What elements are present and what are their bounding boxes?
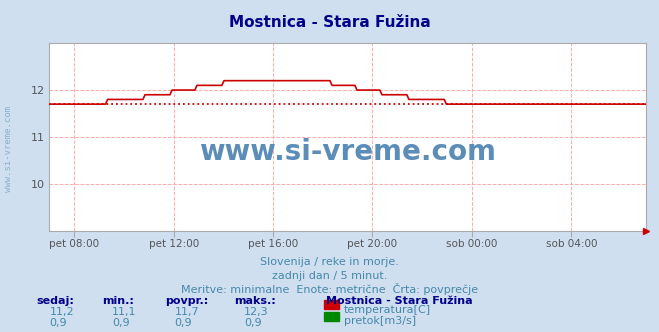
Text: sedaj:: sedaj: bbox=[36, 296, 74, 306]
Text: 11,1: 11,1 bbox=[112, 307, 136, 317]
Text: min.:: min.: bbox=[102, 296, 134, 306]
Text: www.si-vreme.com: www.si-vreme.com bbox=[199, 138, 496, 166]
Text: Mostnica - Stara Fužina: Mostnica - Stara Fužina bbox=[229, 15, 430, 30]
Text: Meritve: minimalne  Enote: metrične  Črta: povprečje: Meritve: minimalne Enote: metrične Črta:… bbox=[181, 283, 478, 295]
Text: zadnji dan / 5 minut.: zadnji dan / 5 minut. bbox=[272, 271, 387, 281]
Text: povpr.:: povpr.: bbox=[165, 296, 208, 306]
Text: 0,9: 0,9 bbox=[49, 318, 67, 328]
Text: Slovenija / reke in morje.: Slovenija / reke in morje. bbox=[260, 257, 399, 267]
Text: 0,9: 0,9 bbox=[112, 318, 130, 328]
Text: 11,7: 11,7 bbox=[175, 307, 199, 317]
Text: Mostnica - Stara Fužina: Mostnica - Stara Fužina bbox=[326, 296, 473, 306]
Text: 11,2: 11,2 bbox=[49, 307, 74, 317]
Text: www.si-vreme.com: www.si-vreme.com bbox=[4, 106, 13, 193]
Text: pretok[m3/s]: pretok[m3/s] bbox=[344, 316, 416, 326]
Text: temperatura[C]: temperatura[C] bbox=[344, 305, 431, 315]
Text: 0,9: 0,9 bbox=[244, 318, 262, 328]
Text: 0,9: 0,9 bbox=[175, 318, 192, 328]
Text: 12,3: 12,3 bbox=[244, 307, 268, 317]
Text: maks.:: maks.: bbox=[234, 296, 275, 306]
